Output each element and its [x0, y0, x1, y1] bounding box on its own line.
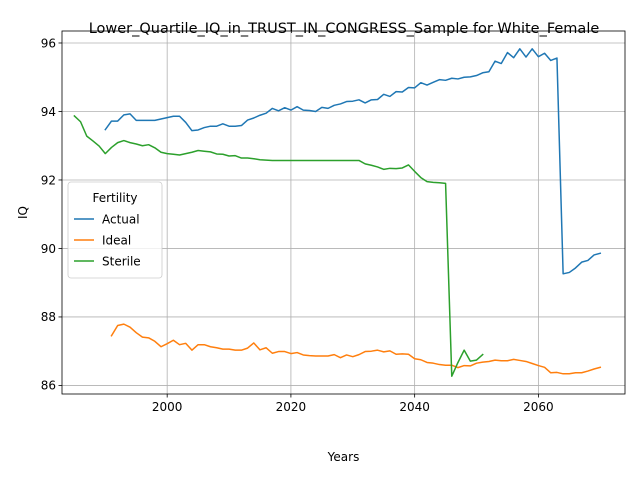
series-lines	[73, 48, 602, 377]
series-line-actual	[104, 48, 602, 275]
y-axis-label: IQ	[16, 206, 30, 219]
legend-entry: Actual	[102, 212, 140, 226]
grid-lines	[62, 31, 625, 394]
y-tick-label: 88	[41, 310, 56, 324]
chart-title: Lower_Quartile_IQ_in_TRUST_IN_CONGRESS_S…	[89, 21, 600, 37]
x-tick-label: 2000	[152, 400, 183, 414]
legend-title: Fertility	[92, 191, 137, 205]
legend-entry: Ideal	[102, 233, 131, 247]
series-line-sterile	[73, 114, 484, 377]
y-tick-label: 92	[41, 173, 56, 187]
x-axis-ticks: 2000 2020 2040 2060	[152, 394, 554, 414]
x-tick-label: 2060	[523, 400, 554, 414]
y-tick-label: 90	[41, 242, 56, 256]
legend-entry: Sterile	[102, 254, 141, 268]
x-axis-label: Years	[327, 450, 360, 464]
y-axis-ticks: 86 88 90 92 94 96	[41, 36, 62, 393]
x-tick-label: 2040	[399, 400, 430, 414]
x-tick-label: 2020	[276, 400, 307, 414]
y-tick-label: 94	[41, 105, 56, 119]
legend-box	[67, 181, 163, 279]
series-line-ideal	[110, 323, 602, 375]
y-tick-label: 86	[41, 379, 56, 393]
plot-frame	[61, 30, 626, 395]
legend: Fertility Actual Ideal Sterile	[67, 181, 163, 279]
y-tick-label: 96	[41, 36, 56, 50]
